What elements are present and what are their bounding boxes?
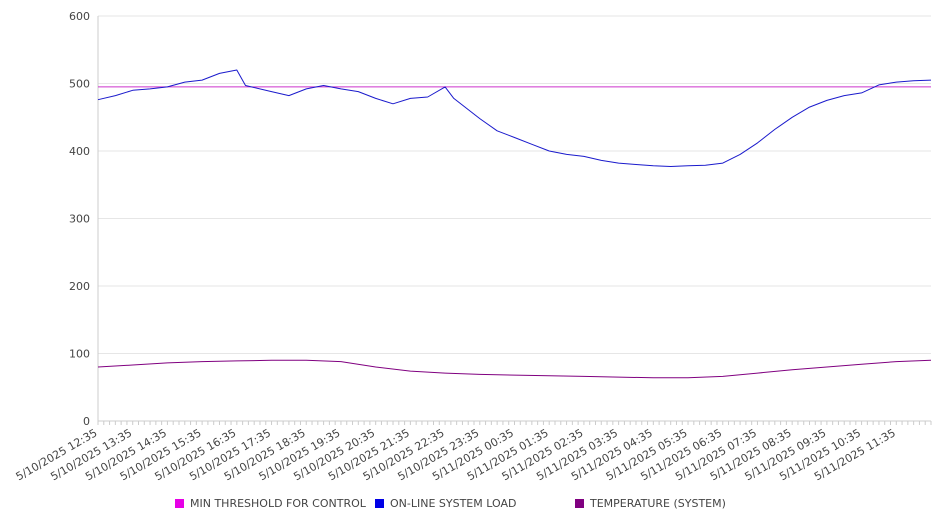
legend-swatch [375,499,384,508]
y-tick-label: 400 [69,145,90,158]
legend-label: TEMPERATURE (SYSTEM) [590,497,726,510]
y-tick-label: 200 [69,280,90,293]
legend-item: TEMPERATURE (SYSTEM) [575,497,726,510]
chart-legend: MIN THRESHOLD FOR CONTROL ON-LINE SYSTEM … [0,497,946,517]
series-line-2 [97,69,932,167]
y-tick-label: 300 [69,213,90,226]
series-line-3 [97,359,932,379]
y-tick-label: 100 [69,348,90,361]
legend-swatch [175,499,184,508]
legend-item: MIN THRESHOLD FOR CONTROL [175,497,366,510]
legend-label: ON-LINE SYSTEM LOAD [390,497,517,510]
legend-item: ON-LINE SYSTEM LOAD [375,497,516,510]
y-tick-label: 0 [83,415,90,428]
y-tick-label: 500 [69,78,90,91]
y-tick-label: 600 [69,10,90,23]
legend-label: MIN THRESHOLD FOR CONTROL [190,497,366,510]
legend-swatch [575,499,584,508]
